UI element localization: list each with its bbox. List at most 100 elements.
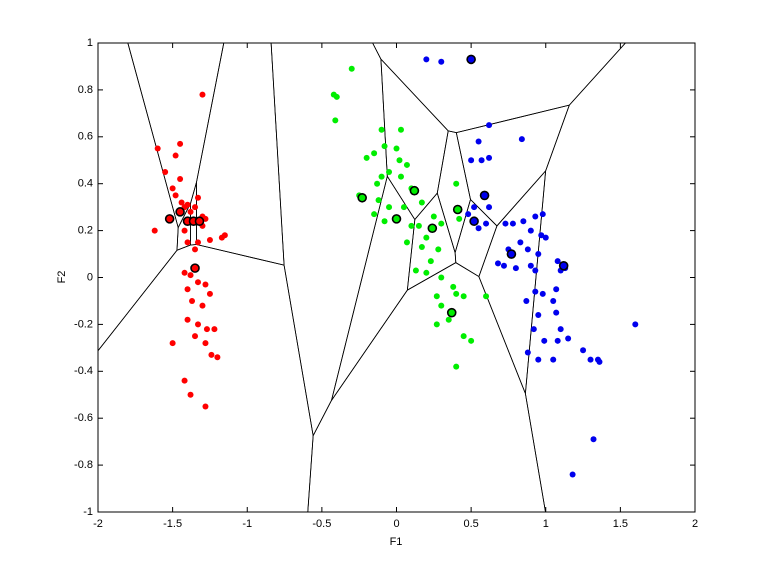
voronoi-edge <box>569 42 626 106</box>
point <box>423 56 430 63</box>
point <box>580 347 587 354</box>
point <box>371 150 378 157</box>
voronoi-edge <box>454 252 457 263</box>
point <box>478 157 485 164</box>
point <box>412 267 419 274</box>
point <box>332 117 339 124</box>
point <box>460 333 467 340</box>
point <box>194 279 201 286</box>
point <box>194 239 201 246</box>
voronoi-edge <box>176 227 179 251</box>
point <box>483 220 490 227</box>
voronoi-edge <box>283 265 314 436</box>
point <box>550 356 557 363</box>
point <box>524 349 531 356</box>
voronoi-edge <box>380 59 388 177</box>
voronoi-edge <box>307 435 314 513</box>
voronoi-edge <box>454 199 471 253</box>
x-axis-label: F1 <box>390 536 403 548</box>
y-tick-label: 0.2 <box>78 225 93 237</box>
x-tick-label: -1.5 <box>163 518 182 530</box>
point <box>532 267 539 274</box>
voronoi-edge <box>524 393 546 513</box>
point <box>530 326 537 333</box>
point <box>203 326 210 333</box>
point <box>408 222 415 229</box>
x-tick-label: -2 <box>93 518 103 530</box>
point <box>471 204 478 211</box>
prototype <box>164 214 175 224</box>
point <box>169 340 176 347</box>
y-tick-label: -0.4 <box>74 365 93 377</box>
point <box>535 312 542 319</box>
point <box>632 321 639 328</box>
point <box>509 220 516 227</box>
point <box>450 283 457 290</box>
point <box>184 201 191 208</box>
voronoi-edge <box>414 192 438 220</box>
point <box>348 65 355 72</box>
point <box>430 213 437 220</box>
voronoi-edge <box>436 192 456 253</box>
y-axis-label: F2 <box>56 271 68 284</box>
point <box>468 157 475 164</box>
point <box>486 204 493 211</box>
point <box>433 321 440 328</box>
voronoi-edge <box>331 176 388 401</box>
point <box>202 281 209 288</box>
point <box>221 232 228 239</box>
point <box>397 173 404 180</box>
point <box>374 180 381 187</box>
x-tick-label: 1.5 <box>613 518 628 530</box>
point <box>393 145 400 152</box>
y-tick-label: -0.8 <box>74 459 93 471</box>
axes-box <box>97 42 696 513</box>
point <box>378 126 385 133</box>
point <box>433 293 440 300</box>
voronoi-edge <box>380 58 449 132</box>
point <box>494 260 501 267</box>
point <box>400 204 407 211</box>
x-tick-label: 1 <box>543 518 549 530</box>
point <box>587 356 594 363</box>
point <box>333 93 340 100</box>
point <box>202 403 209 410</box>
voronoi-edge <box>455 132 471 200</box>
point <box>500 262 507 269</box>
point <box>512 265 519 272</box>
point <box>181 227 188 234</box>
point <box>403 161 410 168</box>
prototype <box>190 263 200 273</box>
point <box>194 321 201 328</box>
voronoi-edge <box>436 130 449 194</box>
prototype <box>446 307 457 318</box>
prototype <box>194 216 205 227</box>
point <box>192 246 199 253</box>
point <box>554 258 561 265</box>
voronoi-edge <box>372 42 382 60</box>
point <box>527 262 534 269</box>
point <box>162 168 169 175</box>
point <box>453 290 460 297</box>
point <box>550 297 557 304</box>
point <box>181 269 188 276</box>
point <box>438 58 445 65</box>
point <box>363 154 370 161</box>
voronoi-edge <box>524 170 547 394</box>
point <box>460 293 467 300</box>
voronoi-edge <box>406 219 416 291</box>
prototype <box>452 204 463 215</box>
voronoi-edge <box>456 104 570 134</box>
point <box>378 173 385 180</box>
point <box>520 218 527 225</box>
point <box>177 176 184 183</box>
voronoi-edge <box>470 199 498 227</box>
point <box>468 337 475 344</box>
point <box>177 140 184 147</box>
point <box>187 272 194 279</box>
point <box>403 239 410 246</box>
point <box>381 143 388 150</box>
point <box>418 244 425 251</box>
point <box>517 239 524 246</box>
point <box>427 258 434 265</box>
